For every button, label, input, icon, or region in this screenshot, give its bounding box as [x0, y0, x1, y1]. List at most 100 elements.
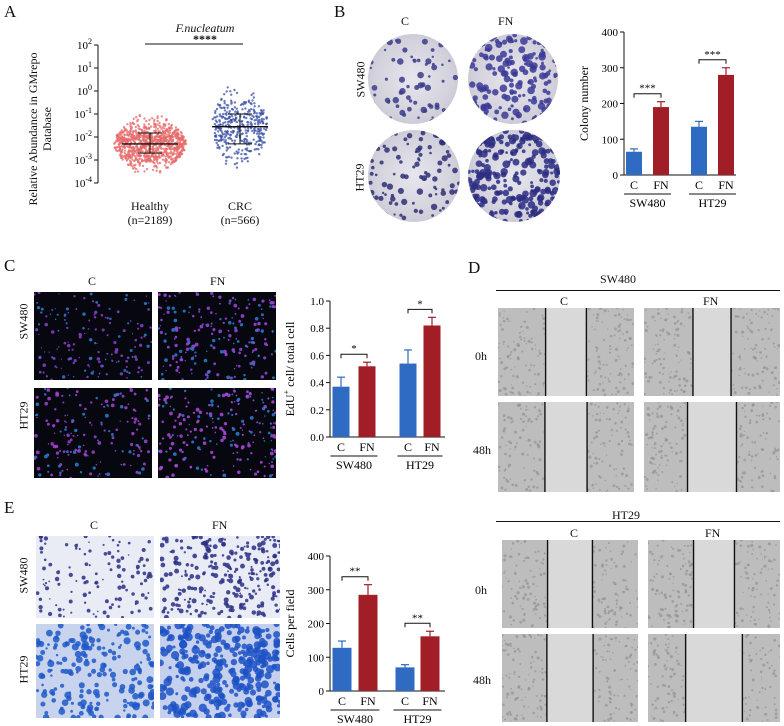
panel-label-c: C — [4, 256, 16, 275]
a-y-tick-label: 100 — [77, 83, 92, 98]
c-col-label-c: C — [88, 274, 97, 288]
e-col-label-c: C — [90, 518, 99, 532]
e-y-axis-label: Cells per field — [283, 590, 297, 658]
e-bar — [420, 636, 440, 691]
edu-image-ht29-fn — [158, 388, 276, 478]
colony-plate-ht29-fn — [468, 130, 560, 222]
chart-e-bar: Cells per field 0 100 200 300 400 C FN C FN SW480 *… — [283, 551, 445, 726]
a-ylabel-line2: Database — [40, 107, 54, 151]
c-y-tick-label: 0.6 — [310, 350, 324, 362]
d-col-label-fn-ht29: FN — [705, 526, 721, 540]
b-bar — [691, 126, 707, 175]
b-group-label: HT29 — [699, 196, 727, 210]
e-sig-bracket — [341, 576, 369, 581]
colony-plate-sw480-fn — [468, 34, 558, 124]
a-xlabel-crc: CRC — [227, 199, 252, 213]
c-row-label-ht29: HT29 — [16, 401, 31, 430]
d-row-label-48h-ht29: 48h — [473, 673, 491, 687]
c-y-tick-label: 0.4 — [310, 378, 324, 390]
d-group-ht29: HT29 — [612, 508, 640, 522]
scratch-sw480-c-0h — [498, 308, 634, 396]
e-y-tick-label: 400 — [308, 551, 325, 563]
b-col-label-fn: FN — [498, 14, 514, 28]
c-bar — [332, 386, 350, 437]
a-xlabel-healthy-n: (n=2189) — [127, 213, 173, 227]
c-y-tick-label: 0.8 — [310, 323, 324, 335]
e-y-tick-label: 200 — [308, 619, 325, 631]
e-x-tick-label: C — [338, 694, 346, 708]
c-col-label-fn: FN — [210, 274, 226, 288]
c-row-label-sw480: SW480 — [16, 303, 31, 340]
e-group-label: SW480 — [337, 712, 373, 726]
b-col-label-c: C — [401, 14, 410, 28]
e-bar — [332, 647, 352, 691]
a-y-tick-label: 101 — [77, 60, 92, 75]
c-bar — [399, 363, 417, 437]
c-sig-label: * — [351, 343, 357, 355]
c-group-label: HT29 — [406, 458, 434, 472]
d-divider-sw480 — [496, 290, 780, 291]
c-sig-bracket — [340, 353, 368, 359]
transwell-sw480-c — [36, 536, 154, 618]
b-y-axis-label: Colony number — [577, 66, 591, 141]
scratch-ht29-fn-0h — [648, 540, 780, 628]
b-x-tick-label: FN — [718, 178, 734, 192]
b-y-tick-label: 400 — [602, 27, 619, 39]
e-sig-label: ** — [350, 566, 361, 578]
d-row-label-0h: 0h — [475, 349, 487, 363]
b-y-tick-label: 100 — [602, 134, 619, 146]
c-y-tick-label: 1.0 — [310, 296, 324, 308]
e-group-label: HT29 — [404, 712, 432, 726]
b-y-tick-label: 0 — [613, 170, 619, 182]
c-y-tick-label: 0.0 — [310, 432, 324, 444]
c-bar — [423, 325, 441, 437]
transwell-sw480-fn — [160, 536, 280, 618]
b-x-tick-label: FN — [653, 178, 669, 192]
b-sig-bracket — [698, 59, 727, 64]
a-xlabel-crc-n: (n=566) — [220, 213, 260, 227]
c-group-label: SW480 — [336, 458, 372, 472]
c-sig-label: * — [417, 298, 423, 310]
c-x-tick-label: C — [337, 440, 345, 454]
d-col-label-c-ht29: C — [570, 526, 579, 540]
chart-c-bar: EdU+ cell/ total cell 0.0 0.2 0.4 0.6 0.8 1.0 C… — [282, 296, 445, 472]
scratch-sw480-fn-48h — [644, 402, 780, 492]
a-xlabel-healthy: Healthy — [131, 199, 169, 213]
chart-a-scatter: 10-4 10-3 10-2 10-1 100 101 102 — [74, 37, 269, 190]
transwell-ht29-fn — [160, 624, 280, 718]
a-y-tick-label: 10-3 — [74, 152, 92, 167]
d-col-label-c: C — [560, 294, 569, 308]
d-row-label-0h-ht29: 0h — [475, 583, 487, 597]
b-y-tick-label: 200 — [602, 99, 619, 111]
e-y-tick-label: 100 — [308, 652, 325, 664]
b-y-tick-label: 300 — [602, 63, 619, 75]
transwell-ht29-c — [36, 624, 154, 718]
e-sig-bracket — [404, 622, 431, 628]
d-row-label-48h: 48h — [473, 443, 491, 457]
scratch-ht29-fn-48h — [648, 634, 780, 722]
b-x-tick-label: C — [695, 178, 703, 192]
b-row-label-sw480: SW480 — [353, 61, 368, 98]
a-significance: **** — [193, 32, 217, 46]
e-row-label-sw480: SW480 — [16, 557, 31, 594]
b-bar — [718, 74, 734, 175]
colony-plate-sw480-c — [368, 34, 458, 124]
c-y-tick-label: 0.2 — [310, 405, 324, 417]
panel-label-b: B — [334, 2, 346, 21]
c-x-tick-label: C — [404, 440, 412, 454]
a-y-tick-label: 10-2 — [74, 129, 92, 144]
c-x-tick-label: FN — [424, 440, 440, 454]
d-group-sw480: SW480 — [600, 272, 636, 286]
a-title: F.nucleatum — [175, 21, 235, 35]
b-sig-label: *** — [704, 49, 721, 61]
edu-image-ht29-c — [34, 388, 152, 478]
e-x-tick-label: C — [401, 694, 409, 708]
d-col-label-fn: FN — [703, 294, 719, 308]
edu-image-sw480-c — [34, 292, 152, 380]
e-bar — [358, 594, 378, 691]
e-row-label-ht29: HT29 — [16, 655, 31, 684]
a-y-tick-label: 10-1 — [74, 106, 92, 121]
e-col-label-fn: FN — [212, 518, 228, 532]
scratch-sw480-fn-0h — [644, 308, 780, 396]
colony-plate-ht29-c — [368, 130, 460, 222]
